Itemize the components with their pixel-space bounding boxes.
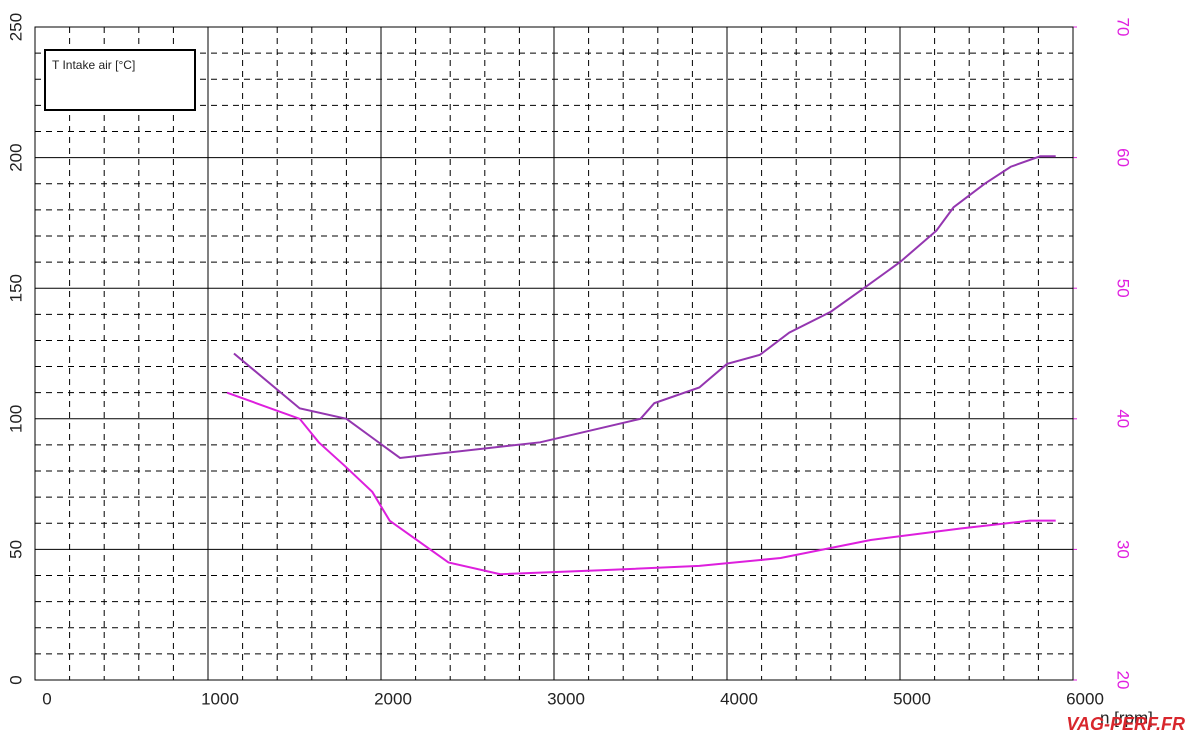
x-tick-label: 3000 [547,689,585,708]
x-tick-label: 5000 [893,689,931,708]
y-tick-label: 250 [6,13,25,41]
y2-tick-label: 60 [1114,148,1133,167]
y2-tick-label: 40 [1114,409,1133,428]
legend-title: T Intake air [°C] [52,58,135,72]
y-tick-label: 150 [6,274,25,302]
y-tick-label: 50 [6,540,25,559]
series-line [226,391,1056,576]
plot: 0 1000 2000 3000 4000 5000 6000 0 50 100 150 200 250… [6,13,1132,709]
x-axis-label: n [rpm] [1100,708,1153,727]
watermark: VAG-PERF.FR [1066,714,1185,734]
y2-tick-label: 20 [1114,671,1133,690]
y2-tick-label: 50 [1114,279,1133,298]
y-tick-label: 0 [6,675,25,684]
legend-box [44,49,196,111]
x-tick-label: 2000 [374,689,412,708]
x-tick-label: 4000 [720,689,758,708]
y2-tick-label: 30 [1114,540,1133,559]
y2-tick-label: 70 [1114,18,1133,37]
series-line [233,155,1056,460]
plot-frame [34,26,1074,681]
x-tick-label: 6000 [1066,689,1104,708]
y-tick-label: 100 [6,405,25,433]
x-tick-label: 0 [42,689,51,708]
y-tick-label: 200 [6,143,25,171]
x-tick-label: 1000 [201,689,239,708]
